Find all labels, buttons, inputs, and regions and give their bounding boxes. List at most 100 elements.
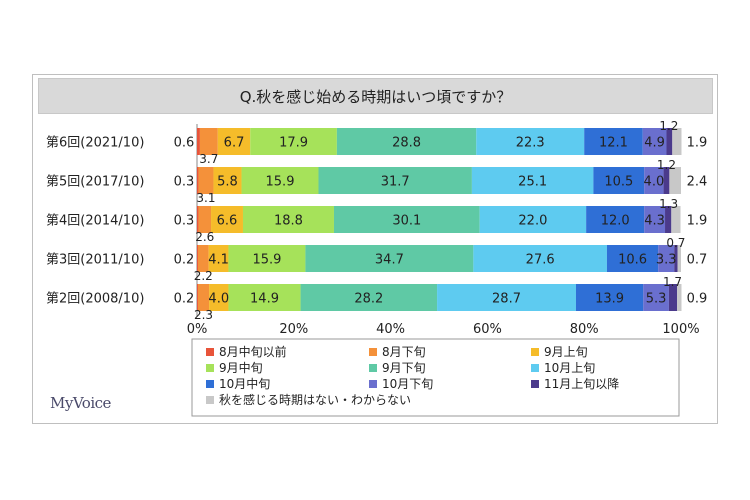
data-label: 13.9 — [595, 292, 624, 307]
legend-label: 11月上旬以降 — [544, 377, 619, 391]
legend-label: 9月上旬 — [544, 345, 588, 359]
data-label: 31.7 — [381, 175, 410, 190]
data-label: 1.9 — [687, 136, 708, 151]
bar-segment — [674, 245, 678, 272]
category-label: 第5回(2017/10) — [46, 175, 144, 190]
chart-title: Q.秋を感じ始める時期はいつ頃ですか？ — [38, 78, 713, 114]
legend-swatch — [206, 396, 214, 404]
data-label: 1.2 — [659, 119, 678, 133]
bar-segment — [217, 128, 251, 155]
bar-segment — [197, 206, 199, 233]
data-label: 6.7 — [224, 136, 245, 151]
data-label: 10.5 — [604, 175, 633, 190]
legend-swatch — [206, 364, 214, 372]
data-label: 22.3 — [516, 136, 545, 151]
bar-segment — [671, 206, 681, 233]
bar-segment — [677, 284, 682, 311]
data-label: 3.7 — [199, 152, 218, 166]
legend-swatch — [531, 380, 539, 388]
data-label: 0.9 — [687, 292, 708, 307]
bar-segment — [211, 206, 243, 233]
data-label: 25.1 — [518, 175, 547, 190]
data-label: 15.9 — [252, 253, 281, 268]
data-label: 2.3 — [194, 308, 213, 322]
data-label: 14.9 — [250, 292, 279, 307]
data-label: 10.6 — [618, 253, 647, 268]
bar-segment — [318, 167, 472, 194]
data-label: 5.3 — [646, 292, 667, 307]
data-label: 0.7 — [666, 236, 685, 250]
data-label: 1.9 — [687, 214, 708, 229]
data-label: 12.0 — [601, 214, 630, 229]
bar-segment — [668, 284, 678, 311]
bar-segment — [476, 128, 585, 155]
bar-segment — [606, 245, 659, 272]
data-label: 34.7 — [375, 253, 404, 268]
data-label: 4.1 — [208, 253, 229, 268]
legend-swatch — [531, 364, 539, 372]
bar-segment — [479, 206, 587, 233]
bar-segment — [665, 206, 672, 233]
legend-swatch — [531, 348, 539, 356]
bar-segment — [677, 245, 681, 272]
data-label: 22.0 — [518, 214, 547, 229]
bar-segment — [197, 245, 198, 272]
bar-segment — [584, 128, 643, 155]
data-label: 3.1 — [196, 191, 215, 205]
bar-segment — [644, 206, 666, 233]
data-label: 0.7 — [687, 253, 708, 268]
bar-segment — [643, 284, 669, 311]
legend-swatch — [369, 348, 377, 356]
bar-segment — [305, 245, 474, 272]
bar-segment — [644, 167, 664, 194]
category-label: 第2回(2008/10) — [46, 292, 144, 307]
data-label: 1.3 — [659, 197, 678, 211]
bar-segment — [197, 284, 210, 311]
data-label: 4.3 — [644, 214, 665, 229]
data-label: 4.9 — [644, 136, 665, 151]
data-label: 0.3 — [174, 175, 195, 190]
bar-segment — [197, 284, 198, 311]
category-label: 第4回(2014/10) — [46, 214, 144, 229]
data-label: 2.2 — [194, 269, 213, 283]
legend-label: 8月下旬 — [382, 345, 426, 359]
legend-label: 9月下旬 — [382, 361, 426, 375]
data-label: 12.1 — [599, 136, 628, 151]
legend-label: 秋を感じる時期はない・わからない — [219, 392, 411, 407]
data-label: 2.4 — [687, 175, 708, 190]
bar-segment — [658, 245, 675, 272]
bar-segment — [575, 284, 644, 311]
bar-segment — [642, 128, 667, 155]
data-label: 4.0 — [208, 292, 229, 307]
data-label: 30.1 — [392, 214, 421, 229]
data-label: 0.2 — [174, 253, 195, 268]
legend-label: 8月中旬以前 — [219, 344, 287, 359]
legend-label: 9月中旬 — [219, 360, 263, 375]
bar-segment — [228, 284, 301, 311]
legend-box — [191, 338, 680, 417]
bar-segment — [197, 167, 199, 194]
x-tick-label: 60% — [473, 322, 502, 337]
bar-segment — [669, 167, 681, 194]
x-tick-label: 20% — [279, 322, 308, 337]
legend-swatch — [206, 380, 214, 388]
bar-segment — [242, 206, 334, 233]
data-label: 5.8 — [217, 175, 238, 190]
bar-segment — [213, 167, 242, 194]
data-label: 15.9 — [266, 175, 295, 190]
legend-swatch — [369, 364, 377, 372]
myvoice-logo: MyVoice — [50, 394, 111, 412]
data-label: 0.2 — [174, 292, 195, 307]
bar-segment — [471, 167, 594, 194]
bar-segment — [672, 128, 682, 155]
legend-label: 10月中旬 — [219, 376, 270, 391]
data-label: 6.6 — [217, 214, 238, 229]
data-label: 28.7 — [492, 292, 521, 307]
bar-segment — [198, 167, 214, 194]
bar-segment — [241, 167, 319, 194]
bar-segment — [437, 284, 576, 311]
bar-segment — [666, 128, 673, 155]
bar-segment — [593, 167, 645, 194]
legend-swatch — [206, 348, 214, 356]
